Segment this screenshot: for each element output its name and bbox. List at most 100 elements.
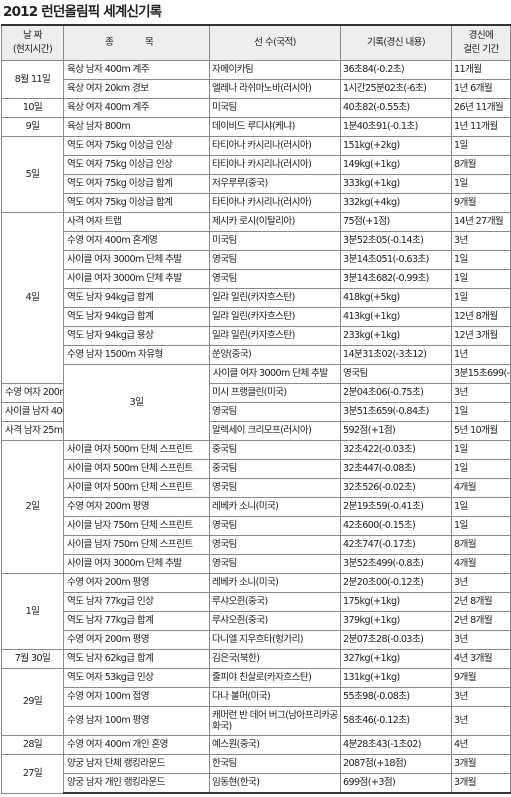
cell-duration: 1년 6개월 <box>451 79 511 99</box>
cell-event: 양궁 남자 단체 랭킹라운드 <box>63 754 210 774</box>
header-date: 날 짜 (현지시간) <box>1 24 64 61</box>
cell-record: 32초422(-0.03초) <box>340 440 452 460</box>
cell-record: 1분40초91(-0.1초) <box>340 117 452 137</box>
cell-athlete: 김은국(북한) <box>209 649 341 669</box>
cell-event: 수영 여자 100m 접영 <box>63 687 210 707</box>
table-row: 사이클 여자 500m 단체 스프린트 영국팀 32초526(-0.02초) 4개월 <box>2 478 511 498</box>
cell-duration: 3년 <box>451 706 511 736</box>
cell-event: 사이클 여자 3000m 단체 추발 <box>209 364 341 384</box>
cell-athlete: 영국팀 <box>209 478 341 498</box>
table-row: 육상 여자 20km 경보 엘레나 라쉬마노바(러시아) 1시간25분02초(-6초… <box>2 79 511 99</box>
table-row: 역도 여자 75kg 이상급 인상 타티아나 카시리나(러시아) 149kg(+1k… <box>2 155 511 175</box>
cell-record: 36초84(-0.2초) <box>340 60 452 80</box>
cell-event: 역도 남자 77kg급 합계 <box>63 611 210 631</box>
cell-record: 3분52초05(-0.14초) <box>340 231 452 251</box>
table-row: 1일 수영 여자 200m 평영 레베카 소니(미국) 2분20초00(-0.12초)… <box>1 573 511 650</box>
cell-record: 151kg(+2kg) <box>340 136 452 156</box>
cell-event: 수영 여자 400m 혼계영 <box>63 231 210 251</box>
cell-athlete: 일랴 일린(카자흐스탄) <box>209 288 341 308</box>
cell-athlete: 영국팀 <box>340 364 452 384</box>
cell-duration: 1일 <box>451 459 511 479</box>
cell-athlete: 알렉세이 크리모프(러시아) <box>209 421 341 441</box>
table-row: 28일 수영 여자 400m 개인 혼영 예스원(중국) 4분28초43(-1초02)… <box>1 735 511 755</box>
cell-event: 사이클 여자 3000m 단체 추발 <box>63 250 210 270</box>
table-row: 역도 여자 75kg 이상급 합계 저우루루(중국) 333kg(+1kg) 1일 <box>2 174 511 194</box>
cell-date: 10일 <box>1 98 64 118</box>
cell-duration: 1년 11개월 <box>451 117 511 137</box>
table-row: 양궁 남자 개인 랭킹라운드 임동현(한국) 699점(+3점) 3개월 <box>2 773 511 794</box>
cell-athlete: 제시카 로시(이탈리아) <box>209 212 341 232</box>
cell-athlete: 임동현(한국) <box>209 773 341 794</box>
cell-athlete: 일랴 일린(카자흐스탄) <box>209 326 341 346</box>
cell-event: 역도 남자 62kg급 합계 <box>63 649 210 669</box>
cell-event: 사이클 여자 500m 단체 스프린트 <box>63 459 210 479</box>
table-row: 수영 여자 200m 평영 레베카 소니(미국) 2분19초59(-0.41초) 1일 <box>2 497 511 517</box>
cell-athlete: 캐머런 반 데어 버그(남아프리카공화국) <box>209 706 341 736</box>
table-row: 사이클 남자 750m 단체 스프린트 영국팀 42초747(-0.17초) 8개월 <box>2 535 511 555</box>
table-row: 역도 여자 75kg 이상급 합계 타티아나 카시리나(러시아) 332kg(+4k… <box>2 193 511 213</box>
page-title: 2012 런던올림픽 세계신기록 <box>3 4 162 20</box>
cell-record: 4분28초43(-1초02) <box>340 735 452 755</box>
cell-duration: 1년 <box>451 345 511 365</box>
cell-athlete: 자메이카팀 <box>209 60 341 80</box>
cell-duration: 3년 <box>451 630 511 650</box>
cell-record: 327kg(+1kg) <box>340 649 452 669</box>
cell-record: 233kg(+1kg) <box>340 326 452 346</box>
table-row: 수영 여자 400m 혼계영 미국팀 3분52초05(-0.14초) 3년 <box>2 231 511 251</box>
cell-event: 수영 여자 200m 평영 <box>63 630 210 650</box>
cell-date: 4일 <box>1 212 64 384</box>
cell-duration: 9개월 <box>451 193 511 213</box>
cell-date: 1일 <box>1 573 64 650</box>
cell-event: 사이클 남자 750m 단체 스프린트 <box>63 516 210 536</box>
cell-record: 379kg(+1kg) <box>340 611 452 631</box>
cell-duration: 12년 8개월 <box>451 307 511 327</box>
table-row: 수영 남자 1500m 자유형 쑨양(중국) 14분31초02(-3초12) 1년 <box>2 345 511 365</box>
cell-date: 7월 30일 <box>1 649 64 669</box>
cell-record: 3분14초682(-0.99초) <box>340 269 452 289</box>
cell-athlete: 한국팀 <box>209 754 341 774</box>
cell-record: 131kg(+1kg) <box>340 668 452 688</box>
cell-athlete: 영국팀 <box>209 516 341 536</box>
cell-record: 149kg(+1kg) <box>340 155 452 175</box>
cell-duration: 5년 10개월 <box>451 421 511 441</box>
cell-event: 수영 여자 200m 평영 <box>63 573 210 593</box>
cell-event: 사이클 여자 500m 단체 스프린트 <box>63 478 210 498</box>
cell-record: 42초747(-0.17초) <box>340 535 452 555</box>
header-event: 종 목 <box>63 24 210 61</box>
cell-duration: 1일 <box>451 516 511 536</box>
table-row: 사이클 여자 3000m 단체 추발 영국팀 3분14초051(-0.63초) 1일 <box>2 250 511 270</box>
cell-event: 역도 여자 75kg 이상급 인상 <box>63 136 210 156</box>
cell-event: 수영 남자 1500m 자유형 <box>63 345 210 365</box>
cell-duration: 11개월 <box>451 60 511 80</box>
cell-duration: 1일 <box>451 402 511 422</box>
cell-athlete: 미국팀 <box>209 98 341 118</box>
cell-event: 수영 여자 200m 평영 <box>63 497 210 517</box>
cell-record: 333kg(+1kg) <box>340 174 452 194</box>
cell-event: 육상 여자 400m 계주 <box>63 98 210 118</box>
cell-athlete: 영국팀 <box>209 535 341 555</box>
table-row: 역도 남자 77kg급 합계 루샤오쥔(중국) 379kg(+1kg) 2년 8개월 <box>2 611 511 631</box>
cell-event: 역도 남자 94kg급 합계 <box>63 307 210 327</box>
table-row: 수영 남자 100m 평영 캐머런 반 데어 버그(남아프리카공화국) 58초46(… <box>2 706 511 736</box>
cell-record: 3분15초699(-0.05초) <box>451 364 511 384</box>
cell-record: 699점(+3점) <box>340 773 452 794</box>
cell-athlete: 루샤오쥔(중국) <box>209 611 341 631</box>
cell-athlete: 레베카 소니(미국) <box>209 573 341 593</box>
cell-duration: 1일 <box>451 497 511 517</box>
cell-date: 8월 11일 <box>1 60 64 99</box>
table-row: 4일 사격 여자 트랩 제시카 로시(이탈리아) 75점(+1점) 14년 27개월 <box>1 212 511 384</box>
cell-duration: 1일 <box>451 136 511 156</box>
cell-duration: 1일 <box>451 250 511 270</box>
cell-duration: 1일 <box>451 288 511 308</box>
cell-event: 수영 남자 100m 평영 <box>63 706 210 736</box>
cell-duration: 1일 <box>451 269 511 289</box>
table-row: 29일 역도 여자 53kg급 인상 줄피야 친살로(카자흐스탄) 131kg(+1k… <box>1 668 511 736</box>
cell-record: 14분31초02(-3초12) <box>340 345 452 365</box>
cell-record: 418kg(+5kg) <box>340 288 452 308</box>
cell-event: 육상 여자 20km 경보 <box>63 79 210 99</box>
table-row: 사이클 여자 500m 단체 스프린트 중국팀 32초447(-0.08초) 1일 <box>2 459 511 479</box>
table-row: 수영 여자 200m 배영 미시 프랭클린(미국)2분04초06(-0.75초)3… <box>1 383 511 403</box>
table-row: 사이클 여자 3000m 단체 추발 영국팀 3분14초682(-0.99초) 1일 <box>2 269 511 289</box>
cell-duration: 9개월 <box>451 668 511 688</box>
cell-record: 2분19초59(-0.41초) <box>340 497 452 517</box>
